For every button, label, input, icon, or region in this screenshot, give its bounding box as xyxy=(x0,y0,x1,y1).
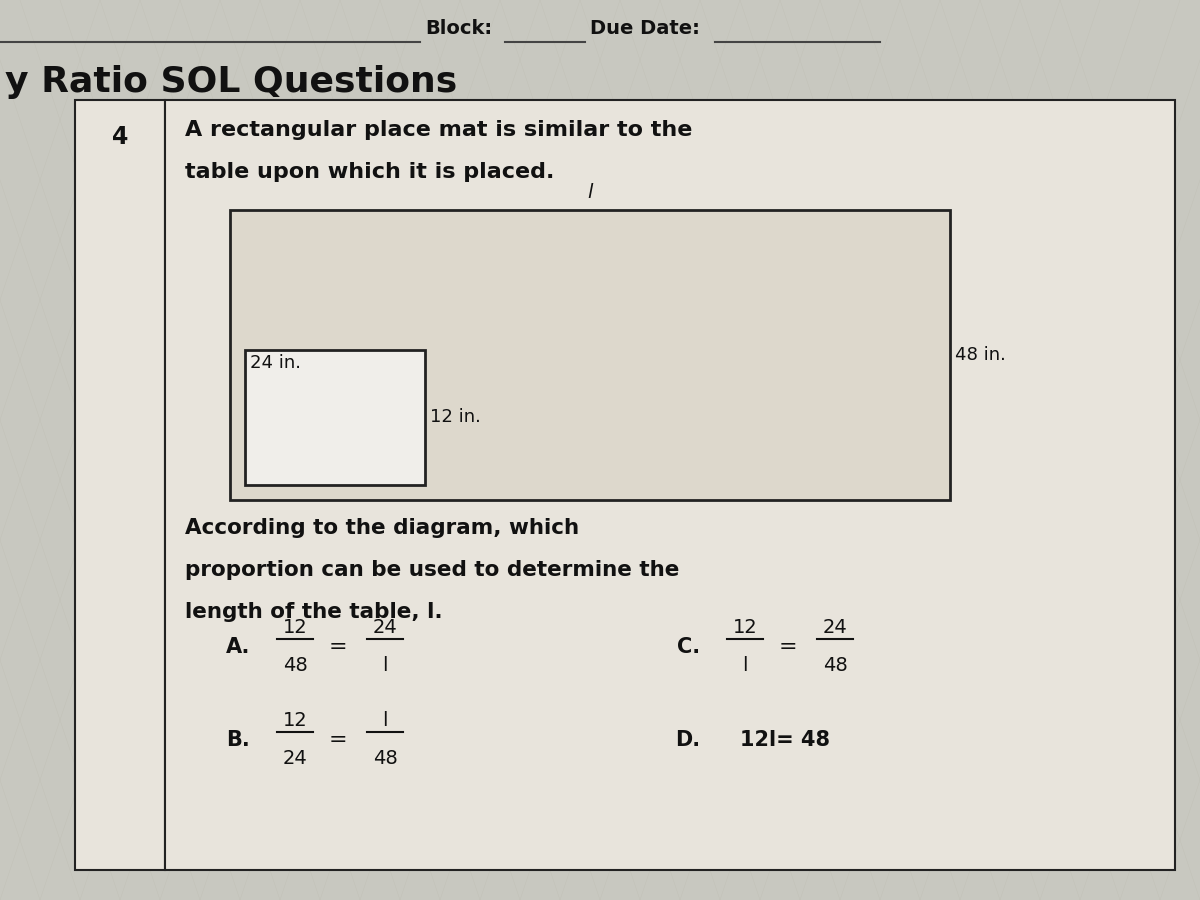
Bar xyxy=(74,100,166,870)
Text: l: l xyxy=(743,656,748,675)
Text: Due Date:: Due Date: xyxy=(590,19,700,38)
Text: 24: 24 xyxy=(823,618,847,637)
Text: 24 in.: 24 in. xyxy=(250,354,301,372)
Text: 12 in.: 12 in. xyxy=(430,409,481,427)
Text: y Ratio SOL Questions: y Ratio SOL Questions xyxy=(5,65,457,99)
Text: A.: A. xyxy=(226,637,250,657)
Text: =: = xyxy=(329,730,347,750)
Text: length of the table, l.: length of the table, l. xyxy=(185,602,443,622)
Bar xyxy=(166,100,1175,870)
Text: 48: 48 xyxy=(283,656,307,675)
Text: l: l xyxy=(587,183,593,202)
Bar xyxy=(245,350,425,485)
Text: =: = xyxy=(329,637,347,657)
Text: =: = xyxy=(779,637,797,657)
Text: table upon which it is placed.: table upon which it is placed. xyxy=(185,162,554,182)
Text: B.: B. xyxy=(227,730,250,750)
Text: D.: D. xyxy=(674,730,700,750)
Text: 12: 12 xyxy=(283,618,307,637)
Text: 12l= 48: 12l= 48 xyxy=(740,730,830,750)
Text: Block:: Block: xyxy=(425,19,492,38)
Text: l: l xyxy=(383,656,388,675)
Text: A rectangular place mat is similar to the: A rectangular place mat is similar to th… xyxy=(185,120,692,140)
Text: 24: 24 xyxy=(373,618,397,637)
Text: 24: 24 xyxy=(283,749,307,768)
Text: l: l xyxy=(383,711,388,730)
Text: 4: 4 xyxy=(112,125,128,149)
Text: 12: 12 xyxy=(283,711,307,730)
Text: 48: 48 xyxy=(823,656,847,675)
Text: proportion can be used to determine the: proportion can be used to determine the xyxy=(185,560,679,580)
Text: According to the diagram, which: According to the diagram, which xyxy=(185,518,580,538)
Text: 12: 12 xyxy=(733,618,757,637)
Text: C.: C. xyxy=(677,637,700,657)
Text: 48: 48 xyxy=(373,749,397,768)
Bar xyxy=(230,210,950,500)
Text: 48 in.: 48 in. xyxy=(955,346,1006,364)
